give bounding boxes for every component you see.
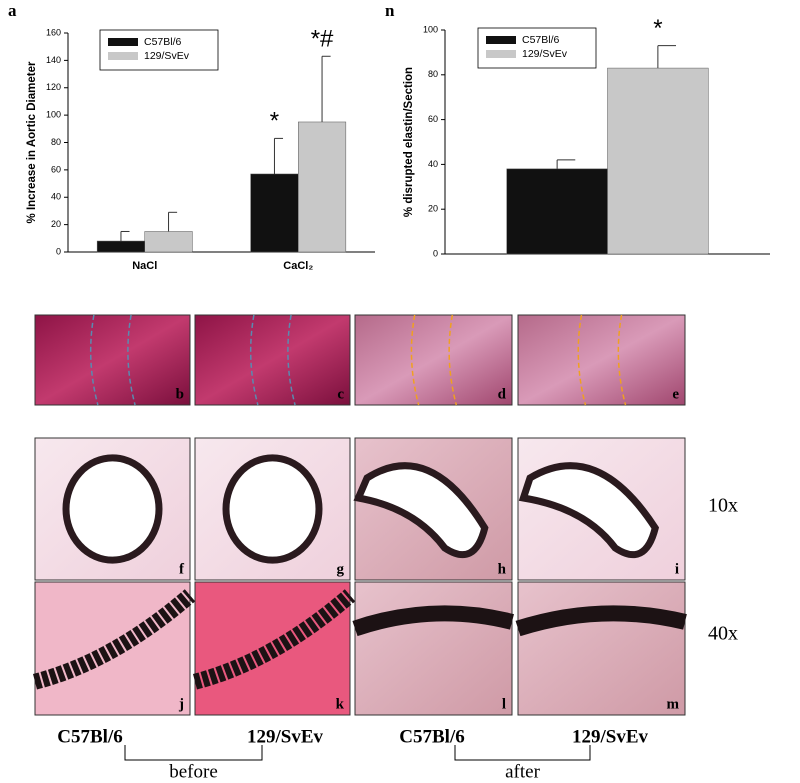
image-panel [354, 581, 513, 716]
legend-box [99, 29, 219, 71]
panel-letter: b [176, 386, 184, 402]
legend-swatch [486, 36, 516, 44]
legend-swatch [108, 38, 138, 46]
x-tick-label: CaCl₂ [283, 260, 313, 272]
y-tick-label: 20 [51, 219, 61, 229]
vessel-border [617, 314, 627, 406]
y-tick-label: 60 [51, 164, 61, 174]
magnification: 10x [708, 495, 738, 517]
annotation: * [270, 108, 279, 135]
vessel-ring [518, 462, 660, 559]
legend-box [477, 27, 597, 69]
y-tick-label: 100 [423, 24, 438, 34]
panel-letter: g [337, 561, 345, 577]
y-axis-label: % Increase in Aortic Diameter [26, 61, 38, 223]
image-panel [354, 314, 513, 406]
group-label: after [505, 761, 540, 782]
x-tick-label: NaCl [132, 260, 157, 272]
strain-label: C57Bl/6 [57, 726, 122, 747]
bar [506, 168, 608, 255]
panel-label: n [385, 1, 395, 20]
image-panel [517, 581, 686, 716]
bar [298, 121, 347, 253]
panel-letter: m [667, 696, 680, 712]
legend-label: C57Bl/6 [522, 34, 560, 46]
annotation: *# [311, 26, 334, 53]
elastin-band [33, 589, 196, 690]
bar [144, 231, 193, 253]
image-panel [34, 314, 191, 406]
vessel-border [448, 314, 458, 406]
bar [250, 173, 299, 253]
y-tick-label: 40 [51, 192, 61, 202]
vessel-ring [222, 454, 323, 564]
bracket [124, 745, 263, 761]
panel-letter: l [502, 696, 506, 712]
legend-label: 129/SvEv [144, 50, 190, 62]
panel-letter: j [178, 696, 184, 712]
vessel-ring [353, 462, 489, 559]
elastin-band [193, 589, 356, 690]
panel-letter: k [336, 696, 345, 712]
y-tick-label: 160 [46, 27, 61, 37]
y-tick-label: 0 [56, 246, 61, 256]
magnification: 40x [708, 623, 738, 645]
strain-label: C57Bl/6 [399, 726, 464, 747]
image-panel [517, 314, 686, 406]
panel-letter: e [672, 386, 679, 402]
legend-swatch [486, 50, 516, 58]
y-tick-label: 80 [51, 137, 61, 147]
vessel-border [127, 314, 136, 406]
legend-label: C57Bl/6 [144, 36, 182, 48]
bar [607, 67, 709, 255]
panel-letter: c [337, 386, 344, 402]
panel-label: a [8, 1, 17, 20]
y-tick-label: 100 [46, 110, 61, 120]
panel-letter: i [675, 561, 679, 577]
y-tick-label: 80 [428, 69, 438, 79]
y-tick-label: 60 [428, 114, 438, 124]
legend-label: 129/SvEv [522, 48, 568, 60]
y-tick-label: 140 [46, 55, 61, 65]
panel-letter: f [179, 561, 185, 577]
vessel-border [249, 314, 259, 406]
image-panel [194, 314, 351, 406]
vessel-border [410, 314, 420, 406]
y-axis-label: % disrupted elastin/Section [403, 67, 415, 217]
y-tick-label: 20 [428, 204, 438, 214]
bar [96, 240, 145, 253]
vessel-border [287, 314, 296, 406]
panel-letter: h [498, 561, 507, 577]
strain-label: 129/SvEv [247, 726, 324, 747]
legend-swatch [108, 52, 138, 60]
vessel-border [89, 314, 99, 406]
y-tick-label: 0 [433, 248, 438, 258]
elastin-band [352, 605, 514, 637]
y-tick-label: 40 [428, 159, 438, 169]
panel-letter: d [498, 386, 507, 402]
strain-label: 129/SvEv [572, 726, 649, 747]
vessel-ring [62, 454, 163, 564]
bracket [454, 745, 591, 761]
vessel-border [577, 314, 587, 406]
group-label: before [169, 761, 218, 782]
elastin-band [515, 605, 687, 637]
y-tick-label: 120 [46, 82, 61, 92]
annotation: * [653, 15, 662, 42]
